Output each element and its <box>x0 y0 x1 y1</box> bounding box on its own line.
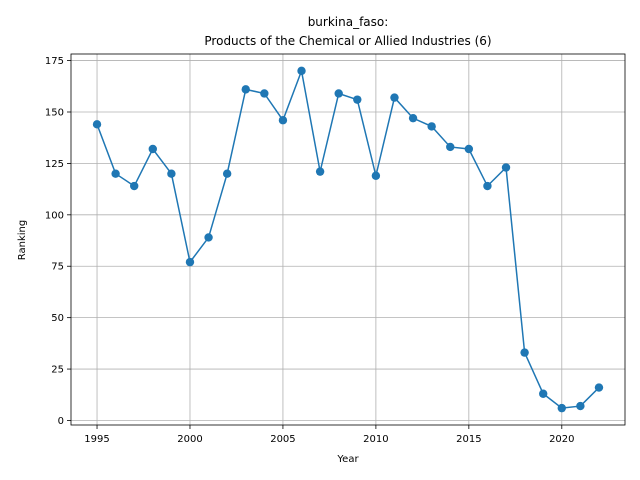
x-tick-label: 1995 <box>84 434 109 445</box>
data-point <box>92 120 102 129</box>
data-point <box>130 181 139 191</box>
data-point <box>520 348 529 357</box>
x-axis-ticks: 1995 2000 2005 2010 2015 2020 <box>84 425 575 445</box>
y-axis-label: Ranking <box>17 220 28 260</box>
x-tick-label: 2020 <box>549 434 574 445</box>
data-point <box>111 169 120 178</box>
data-point <box>501 163 511 172</box>
grid-lines <box>71 54 625 425</box>
data-point <box>148 144 157 154</box>
data-point <box>167 169 176 178</box>
data-point <box>278 116 288 125</box>
y-tick-label: 100 <box>45 210 64 221</box>
plot-frame <box>70 53 626 426</box>
data-point <box>446 142 455 152</box>
series-layer <box>92 66 604 413</box>
data-point <box>464 144 474 154</box>
data-point <box>297 66 306 76</box>
series-line <box>96 68 600 409</box>
data-point <box>594 383 604 392</box>
data-point <box>260 89 269 98</box>
data-point <box>576 401 585 411</box>
y-tick-label: 175 <box>45 56 64 67</box>
y-tick-label: 0 <box>58 416 64 427</box>
data-point <box>539 389 548 398</box>
data-point <box>390 93 399 102</box>
data-point <box>371 171 381 180</box>
data-point <box>557 403 566 413</box>
x-axis-label: Year <box>336 454 359 465</box>
chart-title-line-1: burkina_faso: <box>308 15 389 29</box>
y-tick-label: 75 <box>51 262 64 273</box>
data-point <box>427 122 436 131</box>
data-point <box>353 95 362 104</box>
data-point <box>315 167 325 176</box>
data-point <box>204 233 213 242</box>
data-point <box>483 181 492 191</box>
y-tick-label: 150 <box>45 107 64 118</box>
data-point <box>222 169 232 178</box>
data-point <box>408 113 418 123</box>
data-point <box>241 85 250 94</box>
y-tick-label: 50 <box>51 313 64 324</box>
x-tick-label: 2015 <box>456 434 481 445</box>
y-tick-label: 25 <box>51 365 64 376</box>
chart-title-line-2: Products of the Chemical or Allied Indus… <box>204 34 491 48</box>
y-tick-label: 125 <box>45 159 64 170</box>
x-tick-label: 2000 <box>177 434 202 445</box>
data-point <box>185 257 195 267</box>
x-tick-label: 2010 <box>363 434 388 445</box>
x-tick-label: 2005 <box>270 434 295 445</box>
y-axis-ticks: 0 25 50 75 100 125 150 175 <box>45 56 71 427</box>
data-point <box>334 89 343 98</box>
